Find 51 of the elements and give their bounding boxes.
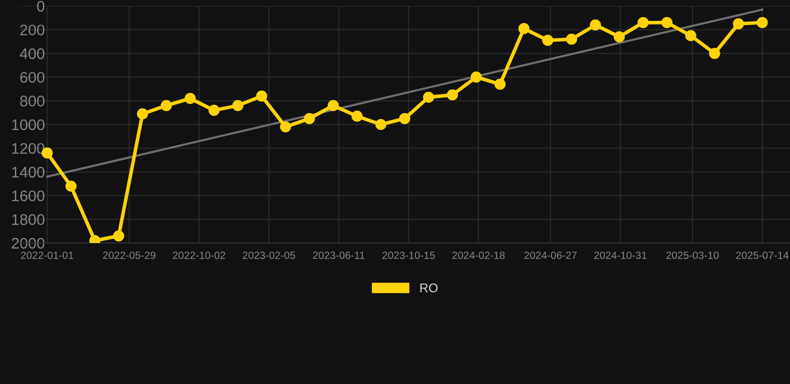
point: [446, 89, 458, 100]
x-tick-label: 2023-02-05: [242, 252, 296, 259]
point: [518, 22, 530, 34]
x-tick-label: 2022-10-02: [172, 252, 226, 259]
x-tick-label: 2025-07-14: [736, 252, 789, 259]
point: [65, 180, 77, 192]
legend-label: RO: [420, 283, 438, 292]
x-tick-label: 2025-03-10: [666, 252, 719, 259]
y-tick-label: 800: [20, 96, 44, 106]
x-tick-label: 2023-10-15: [382, 252, 435, 259]
point: [328, 100, 339, 112]
y-tick-label: 1800: [12, 214, 44, 225]
point: [232, 100, 244, 112]
point: [590, 19, 601, 31]
y-tick-label: 1200: [12, 143, 44, 154]
point: [423, 92, 434, 103]
point: [399, 113, 410, 124]
point: [351, 110, 363, 122]
point: [470, 72, 482, 83]
point: [614, 31, 625, 42]
point: [494, 78, 506, 90]
point: [136, 108, 148, 120]
point: [208, 104, 220, 116]
y-tick-label: 600: [20, 72, 44, 83]
point: [375, 118, 386, 130]
point: [661, 17, 672, 28]
x-tick-label: 2024-06-27: [524, 252, 577, 259]
point: [732, 18, 744, 30]
point: [685, 30, 696, 42]
y-tick-label: 200: [20, 24, 44, 36]
y-tick-label: 1000: [12, 119, 44, 130]
y-tick-label: 0: [37, 0, 44, 12]
y-tick-label: 1600: [12, 190, 44, 202]
x-tick-label: 2023-06-11: [313, 252, 365, 259]
y-tick-label: 1400: [12, 166, 44, 178]
point: [566, 34, 578, 45]
x-tick-label: 2022-05-29: [103, 252, 156, 259]
x-tick-label: 2022-01-01: [21, 252, 74, 259]
x-tick-label: 2024-02-18: [452, 252, 505, 259]
point: [280, 121, 292, 132]
point: [542, 34, 554, 46]
point: [756, 17, 768, 28]
x-tick-label: 2024-10-31: [594, 252, 647, 259]
point: [638, 17, 649, 28]
point: [113, 230, 124, 242]
point: [184, 92, 196, 104]
point: [709, 48, 720, 59]
point: [256, 90, 268, 102]
point: [304, 113, 315, 124]
point: [160, 100, 172, 112]
y-tick-label: 400: [20, 48, 44, 60]
